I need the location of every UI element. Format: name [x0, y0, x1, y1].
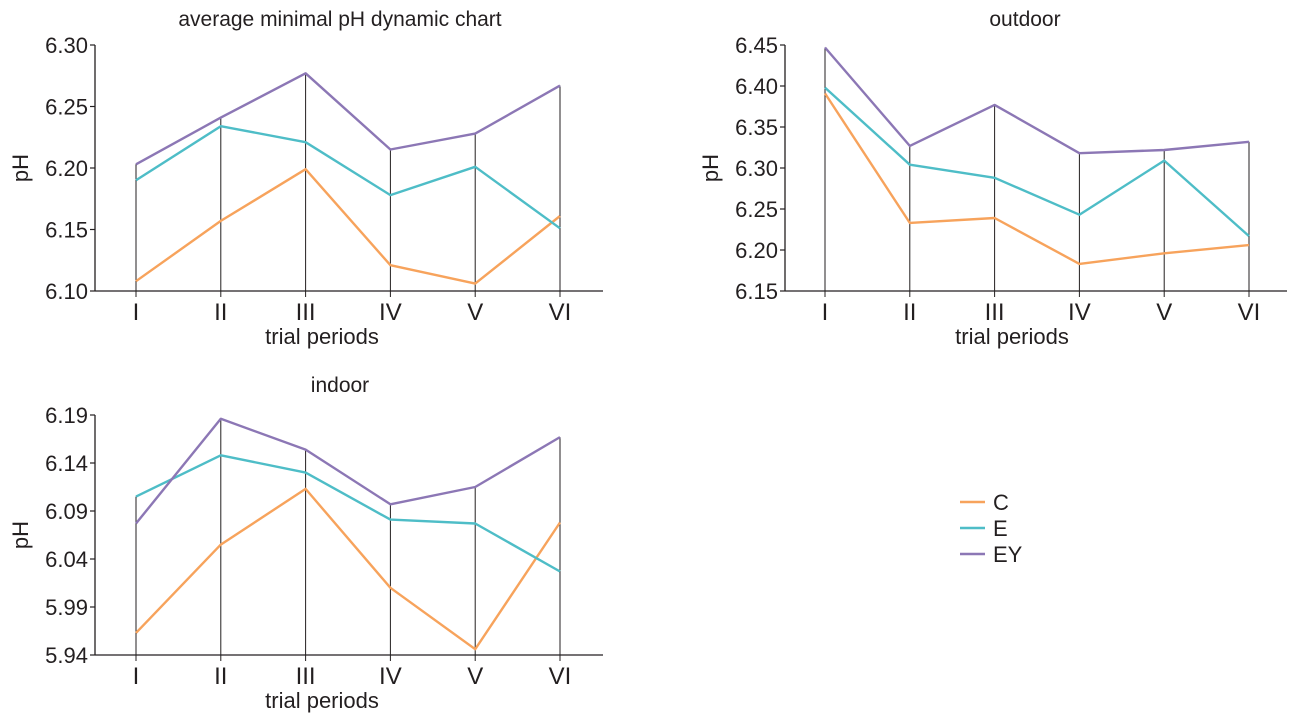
y-axis-label: pH — [698, 154, 723, 182]
chart-title: average minimal pH dynamic chart — [178, 8, 501, 31]
x-tick-label: VI — [549, 299, 572, 326]
x-axis-label: trial periods — [265, 324, 379, 349]
y-tick-label: 6.09 — [45, 499, 88, 524]
x-axis-label: trial periods — [955, 324, 1069, 349]
chart-title: indoor — [311, 374, 369, 397]
x-tick-label: IV — [379, 299, 402, 326]
series-line-c — [135, 487, 561, 651]
y-tick-label: 6.15 — [735, 279, 778, 304]
legend-label-e: E — [993, 516, 1008, 541]
x-tick-label: III — [296, 299, 316, 326]
series-line-ey — [135, 72, 561, 166]
x-tick-label: IV — [1068, 299, 1091, 326]
series-line-c — [823, 92, 1250, 266]
y-tick-label: 6.30 — [735, 156, 778, 181]
series-line-c — [135, 167, 561, 285]
series-line-ey — [135, 417, 561, 525]
x-tick-label: II — [214, 663, 227, 690]
x-tick-label: V — [1156, 299, 1172, 326]
series-line-e — [135, 124, 561, 230]
y-axis-label: pH — [8, 521, 33, 549]
x-tick-label: II — [214, 299, 227, 326]
x-tick-label: I — [133, 663, 140, 690]
y-axis-label: pH — [8, 154, 33, 182]
series-line-e — [135, 454, 561, 573]
y-tick-label: 6.20 — [735, 238, 778, 263]
y-tick-label: 6.30 — [45, 33, 88, 58]
legend-label-c: C — [993, 490, 1009, 515]
x-tick-label: I — [822, 299, 829, 326]
series-line-e — [824, 86, 1250, 237]
x-tick-label: I — [133, 299, 140, 326]
y-tick-label: 5.94 — [45, 643, 88, 668]
x-tick-label: VI — [549, 663, 572, 690]
y-tick-label: 5.99 — [45, 595, 88, 620]
y-tick-label: 6.19 — [45, 403, 88, 428]
x-tick-label: III — [296, 663, 316, 690]
x-tick-label: V — [467, 299, 483, 326]
y-tick-label: 6.45 — [735, 33, 778, 58]
y-tick-label: 6.04 — [45, 547, 88, 572]
x-tick-label: IV — [379, 663, 402, 690]
x-tick-label: III — [985, 299, 1005, 326]
chart-panel-1: average minimal pH dynamic chart 6.10 6.15… — [8, 8, 603, 349]
series-line-ey — [824, 46, 1250, 155]
y-tick-label: 6.10 — [45, 279, 88, 304]
y-tick-label: 6.25 — [45, 95, 88, 120]
x-axis-label: trial periods — [265, 688, 379, 713]
y-tick-label: 6.14 — [45, 451, 88, 476]
x-tick-label: II — [903, 299, 916, 326]
y-tick-label: 6.15 — [45, 218, 88, 243]
y-tick-label: 6.20 — [45, 156, 88, 181]
y-tick-label: 6.25 — [735, 197, 778, 222]
y-tick-label: 6.40 — [735, 74, 778, 99]
y-tick-label: 6.35 — [735, 115, 778, 140]
x-tick-label: V — [467, 663, 483, 690]
chart-title: outdoor — [989, 8, 1060, 31]
x-tick-label: VI — [1238, 299, 1261, 326]
legend-label-ey: EY — [993, 542, 1023, 567]
